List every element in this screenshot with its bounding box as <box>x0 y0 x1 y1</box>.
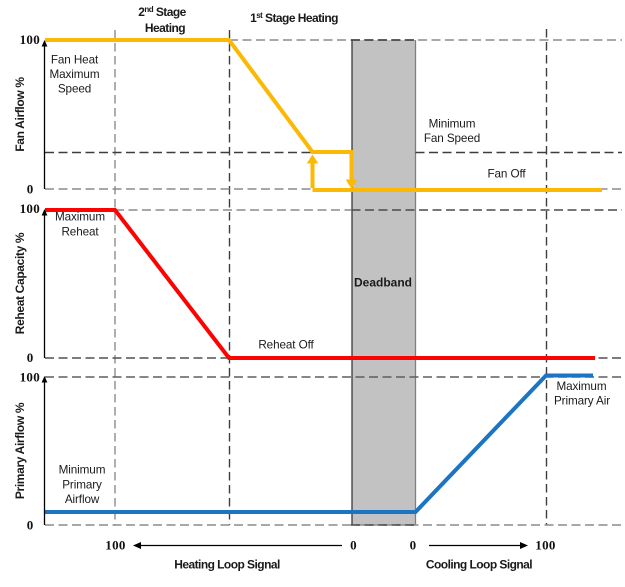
svg-text:Minimum: Minimum <box>59 464 106 477</box>
svg-text:Reheat: Reheat <box>61 226 99 239</box>
svg-text:0: 0 <box>27 518 34 533</box>
svg-text:100: 100 <box>535 538 555 553</box>
svg-text:Reheat Off: Reheat Off <box>258 339 314 352</box>
svg-text:0: 0 <box>27 182 34 197</box>
svg-text:Maximum: Maximum <box>55 211 105 224</box>
svg-text:Heating Loop Signal: Heating Loop Signal <box>174 558 280 572</box>
svg-text:100: 100 <box>105 538 125 553</box>
svg-text:100: 100 <box>20 201 40 216</box>
svg-text:0: 0 <box>410 538 417 553</box>
svg-text:Minimum: Minimum <box>429 118 476 131</box>
svg-text:Reheat Capacity %: Reheat Capacity % <box>13 232 27 334</box>
svg-text:0: 0 <box>350 538 357 553</box>
svg-text:100: 100 <box>20 32 40 47</box>
svg-text:Fan Airflow %: Fan Airflow % <box>13 77 27 152</box>
svg-text:1st Stage Heating: 1st Stage Heating <box>250 11 338 25</box>
svg-text:0: 0 <box>27 350 34 365</box>
svg-text:Fan Off: Fan Off <box>487 168 526 181</box>
svg-text:100: 100 <box>20 370 40 385</box>
svg-text:Airflow: Airflow <box>65 493 100 506</box>
svg-text:Deadband: Deadband <box>354 276 412 290</box>
svg-text:Primary Airflow %: Primary Airflow % <box>13 402 27 499</box>
svg-text:Fan Speed: Fan Speed <box>424 132 480 145</box>
svg-text:Maximum: Maximum <box>557 380 607 393</box>
svg-text:Maximum: Maximum <box>50 68 100 81</box>
svg-text:Speed: Speed <box>58 83 91 96</box>
svg-text:Heating: Heating <box>145 21 185 35</box>
svg-text:Primary: Primary <box>62 479 102 492</box>
svg-text:Primary Air: Primary Air <box>554 395 610 408</box>
svg-text:Fan Heat: Fan Heat <box>51 54 99 67</box>
svg-text:Cooling Loop Signal: Cooling Loop Signal <box>426 558 532 572</box>
